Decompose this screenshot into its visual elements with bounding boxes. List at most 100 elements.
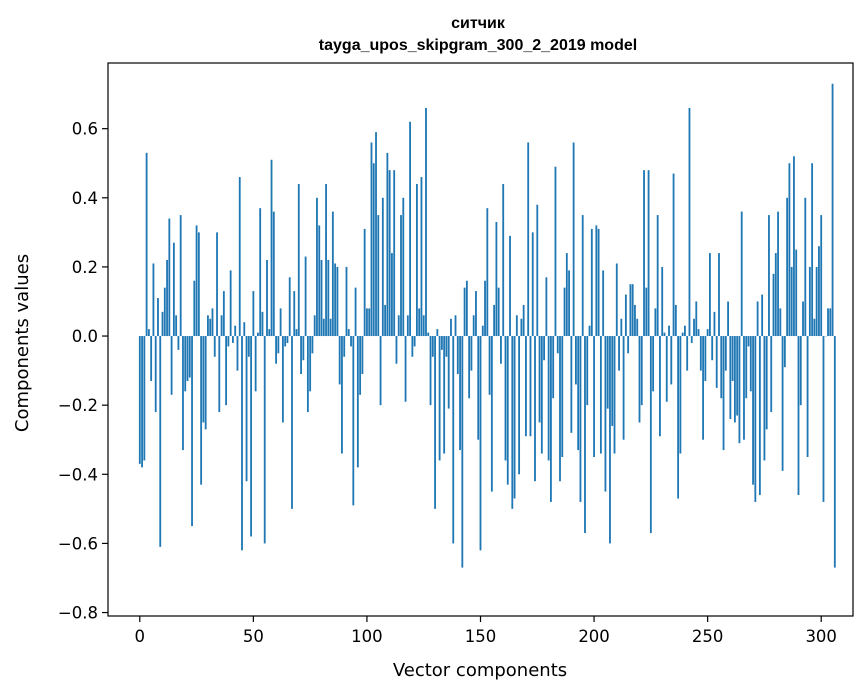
bar-component-26 [197,232,200,337]
bar-component-46 [243,322,246,337]
bar-component-237 [677,336,680,499]
bar-component-294 [806,336,809,458]
bar-component-242 [688,107,691,337]
bar-component-34 [216,232,218,337]
bar-component-15 [172,242,175,337]
bar-component-194 [579,336,582,502]
bar-component-182 [552,336,555,399]
bar-component-54 [261,311,264,337]
bar-component-279 [772,273,775,337]
bar-component-253 [713,311,716,337]
bar-component-145 [468,336,471,399]
bar-component-19 [182,336,184,451]
bar-component-245 [695,301,698,337]
bar-component-141 [459,336,461,451]
bar-component-212 [620,318,623,337]
bar-component-305 [831,83,834,337]
bar-component-80 [320,260,323,337]
bar-component-283 [781,336,784,471]
y-tick-label: 0.4 [72,189,98,208]
bar-component-143 [463,287,466,337]
y-axis-label: Components values [12,254,33,432]
bar-component-227 [654,308,657,337]
bar-component-228 [656,215,659,337]
bar-component-112 [393,170,396,337]
bar-component-77 [313,315,316,337]
bar-component-117 [404,336,407,402]
bar-component-222 [643,170,645,337]
bar-component-115 [400,215,402,337]
bar-component-146 [470,336,473,371]
bar-component-150 [479,336,482,551]
bar-component-9 [159,336,162,547]
bar-component-202 [597,228,600,337]
bar-component-92 [347,329,350,337]
bar-component-74 [306,336,309,413]
bar-component-114 [397,315,400,337]
bar-component-295 [808,266,811,337]
bar-component-230 [661,266,664,337]
bar-component-84 [329,318,332,337]
y-tick-label: −0.6 [58,534,98,553]
bar-component-48 [247,336,250,357]
bar-component-204 [602,270,605,337]
bar-component-132 [438,336,441,461]
bar-component-73 [304,256,307,337]
bar-component-303 [827,308,829,337]
bar-component-76 [311,336,314,354]
bar-component-10 [161,311,164,337]
y-tick-label: −0.4 [58,465,98,484]
bar-component-304 [829,308,832,337]
bar-component-271 [754,336,757,502]
bar-component-128 [429,336,432,406]
bar-component-20 [184,336,187,392]
x-tick-label: 150 [465,627,497,646]
bar-component-95 [354,287,357,337]
bar-component-266 [743,336,745,440]
bar-component-151 [481,325,484,337]
bar-component-139 [454,315,457,337]
bar-component-72 [302,336,305,361]
bar-component-107 [381,197,384,337]
bar-component-285 [786,197,789,337]
x-tick-label: 250 [692,627,724,646]
bar-component-235 [672,173,675,337]
bar-component-200 [593,336,595,458]
bar-component-221 [640,336,643,406]
bar-component-99 [363,228,366,337]
bar-component-120 [411,336,414,357]
bar-component-70 [297,183,300,337]
bar-component-55 [263,336,266,544]
bar-component-306 [833,336,836,568]
bar-component-286 [788,163,791,337]
bar-component-31 [209,318,212,337]
bar-component-209 [613,336,616,454]
bar-component-61 [277,336,280,354]
bar-component-281 [777,211,779,337]
bar-component-41 [232,336,234,343]
bar-component-82 [325,183,327,337]
bar-component-273 [758,336,761,496]
bar-component-240 [684,325,686,337]
bar-component-12 [166,260,168,337]
bar-component-67 [291,336,293,509]
bar-component-205 [604,336,607,492]
bar-component-196 [584,336,586,534]
bar-component-238 [679,336,682,454]
bar-component-142 [461,336,464,568]
bar-component-45 [241,336,243,551]
bar-component-251 [709,253,711,337]
bar-component-30 [207,315,209,337]
bar-component-104 [375,132,377,337]
bar-component-37 [222,291,225,337]
bar-component-249 [704,336,707,381]
bar-component-292 [802,301,804,337]
bar-component-232 [665,336,668,402]
bar-component-247 [699,336,702,371]
bar-component-268 [747,336,750,347]
bar-component-6 [152,263,155,337]
y-tick-label: −0.2 [58,396,98,415]
bar-component-173 [531,232,534,337]
bar-component-138 [452,336,455,544]
